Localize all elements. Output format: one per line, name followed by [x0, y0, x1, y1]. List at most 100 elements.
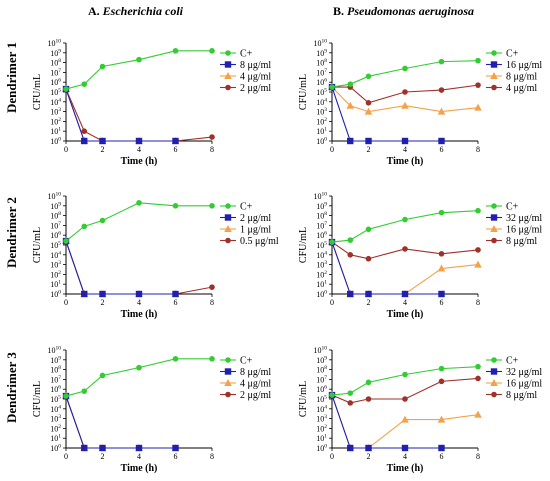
legend-label: 1 μg/ml: [240, 225, 271, 236]
legend-label: 2 μg/ml: [240, 390, 271, 401]
data-point: [438, 137, 445, 145]
x-tick-label: 0: [64, 452, 68, 461]
series-line-3: [331, 241, 479, 260]
y-tick-label: 100: [50, 290, 61, 300]
y-tick-label: 109: [316, 355, 327, 365]
column-header-a-prefix: A.: [88, 4, 103, 18]
legend-label: 32 μg/ml: [506, 213, 542, 224]
y-tick-label: 101: [316, 280, 327, 290]
legend-label: 2 μg/ml: [240, 83, 271, 94]
data-point: [475, 247, 481, 253]
y-tick-label: 105: [50, 88, 61, 98]
x-tick-label: 4: [137, 145, 141, 154]
data-point: [347, 444, 354, 452]
data-point: [172, 203, 179, 209]
data-point: [99, 444, 106, 452]
data-point: [347, 137, 354, 145]
y-tick-label: 103: [50, 414, 61, 424]
legend-marker: [224, 379, 232, 386]
series-line-3: [65, 240, 213, 295]
legend-marker: [491, 237, 497, 244]
x-tick-label: 2: [367, 298, 371, 307]
legend-marker: [224, 225, 232, 232]
x-tick-label: 2: [101, 298, 105, 307]
x-axis-title: Time (h): [121, 156, 158, 167]
x-tick-label: 6: [174, 145, 178, 154]
legend-label: C+: [240, 202, 253, 213]
data-point: [136, 364, 142, 371]
data-point: [81, 223, 88, 230]
y-axis-title: CFU/mL: [298, 227, 309, 263]
x-tick-label: 8: [210, 452, 214, 461]
y-tick-label: 109: [316, 48, 327, 58]
data-point: [63, 238, 69, 244]
legend-marker: [225, 391, 231, 398]
x-tick-label: 4: [137, 298, 141, 307]
y-tick-label: 100: [316, 444, 327, 454]
data-point: [136, 200, 142, 206]
legend-label: C+: [240, 49, 253, 60]
x-tick-label: 6: [440, 452, 444, 461]
data-point: [347, 81, 354, 87]
x-tick-label: 0: [330, 298, 334, 307]
legend-label: 16 μg/ml: [506, 379, 542, 390]
data-point: [438, 87, 445, 93]
y-tick-label: 102: [50, 117, 61, 127]
x-tick-label: 0: [330, 452, 334, 461]
column-header-b: B. Pseudomonas aeruginosa: [333, 4, 474, 19]
y-tick-label: 104: [50, 250, 61, 260]
data-point: [329, 84, 335, 90]
data-point: [81, 128, 88, 134]
data-point: [438, 58, 445, 65]
data-point: [81, 290, 88, 298]
y-tick-label: 108: [50, 211, 61, 221]
y-axis-title: CFU/mL: [32, 227, 43, 263]
data-point: [401, 444, 409, 452]
x-tick-label: 8: [210, 145, 214, 154]
y-tick-label: 106: [50, 231, 61, 241]
y-tick-label: 103: [316, 260, 327, 270]
data-point: [438, 290, 445, 298]
x-tick-label: 2: [367, 145, 371, 154]
x-tick-label: 0: [64, 298, 68, 307]
series-line-0: [331, 60, 479, 88]
y-tick-label: 101: [50, 280, 61, 290]
y-tick-label: 108: [316, 211, 327, 221]
column-header-b-prefix: B.: [333, 4, 348, 18]
y-tick-label: 100: [316, 290, 327, 300]
y-tick-label: 109: [50, 48, 61, 58]
data-point: [81, 444, 88, 452]
data-point: [402, 246, 408, 252]
legend-label: 8 μg/ml: [240, 367, 271, 378]
legend-label: 8 μg/ml: [240, 60, 271, 71]
data-point: [63, 86, 69, 92]
data-point: [81, 137, 88, 145]
data-point: [172, 137, 179, 145]
y-tick-label: 100: [50, 444, 61, 454]
legend-marker: [225, 237, 231, 244]
series-line-3: [332, 84, 479, 104]
legend-label: 4 μg/ml: [506, 83, 537, 94]
legend-label: C+: [506, 202, 519, 213]
data-point: [438, 365, 445, 372]
data-point: [365, 255, 372, 262]
y-tick-label: 102: [316, 424, 327, 434]
data-point: [329, 392, 335, 398]
data-point: [209, 134, 215, 140]
series-line-1: [65, 395, 176, 449]
data-point: [365, 444, 372, 452]
y-tick-label: 103: [316, 107, 327, 117]
data-point: [475, 375, 481, 382]
legend-marker: [491, 84, 497, 91]
y-tick-label: 103: [50, 260, 61, 270]
y-tick-label: 1010: [48, 39, 62, 49]
y-tick-label: 108: [50, 365, 61, 375]
y-tick-label: 102: [50, 424, 61, 434]
series-line-2: [65, 240, 176, 295]
data-point: [209, 284, 215, 290]
data-point: [347, 400, 354, 406]
y-tick-label: 109: [50, 355, 61, 365]
y-tick-label: 107: [316, 68, 327, 78]
data-point: [475, 363, 481, 370]
